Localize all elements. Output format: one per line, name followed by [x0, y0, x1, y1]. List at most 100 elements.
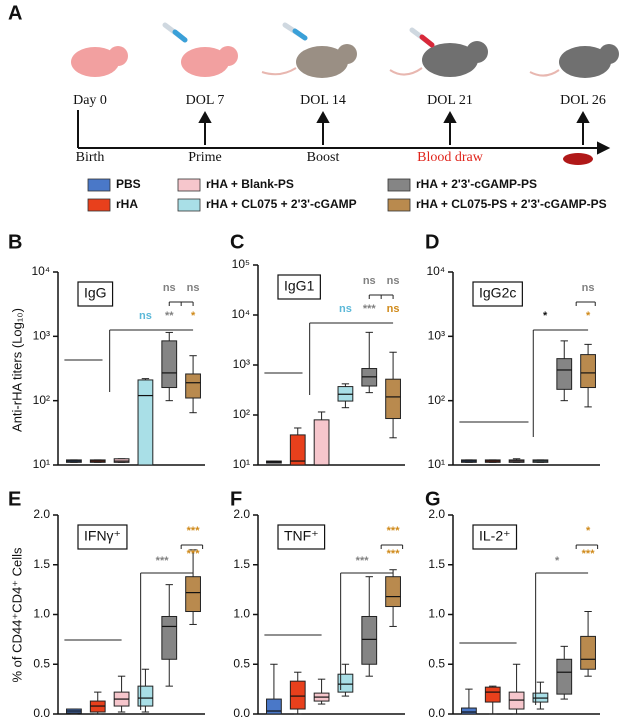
box [266, 698, 282, 715]
y-tick-label: 1.5 [428, 557, 445, 571]
panel-title: IgG1 [284, 278, 315, 294]
significance: ns [187, 282, 200, 294]
timeline-day: DOL 7 [186, 93, 225, 108]
y-tick-label: 0.5 [428, 656, 445, 670]
y-tick-label: 10² [428, 393, 445, 407]
box [137, 685, 154, 707]
y-tick-label: 0.5 [33, 656, 50, 670]
panel-label: E [8, 488, 21, 510]
box [161, 615, 178, 660]
box [185, 373, 201, 399]
timeline-axis [77, 110, 611, 155]
y-tick-label: 10⁴ [31, 264, 50, 278]
box [484, 686, 501, 703]
significance: ns [163, 282, 176, 294]
legend-label: rHA + CL075 + 2'3'-cGAMP [206, 197, 357, 211]
significance: *** [187, 525, 201, 537]
panel-title: TNF⁺ [284, 528, 319, 544]
timeline-event: Boost [307, 150, 340, 165]
y-tick-label: 2.0 [428, 507, 445, 521]
y-tick-label: 10⁴ [426, 264, 445, 278]
panel-label: C [230, 231, 244, 253]
title-box [77, 281, 114, 307]
box [185, 576, 201, 613]
panel-title: IgG [84, 285, 107, 301]
significance: * [543, 310, 548, 322]
y-tick-label: 0.0 [233, 706, 250, 720]
mouse-icons [71, 41, 619, 78]
legend-swatch [387, 178, 411, 192]
title-box [472, 524, 518, 550]
significance: ns [387, 275, 400, 287]
box [361, 615, 378, 665]
title-box [277, 524, 326, 550]
significance: ** [165, 310, 174, 322]
y-tick-label: 10³ [428, 329, 445, 343]
panel-title: IFNγ⁺ [84, 528, 121, 544]
significance: * [586, 525, 591, 537]
box [580, 354, 596, 389]
timeline-day: DOL 21 [427, 93, 473, 108]
y-tick-label: 0.0 [428, 706, 445, 720]
legend-label: rHA [116, 197, 138, 211]
panel-title: IL-2⁺ [479, 528, 511, 544]
significance: *** [187, 548, 201, 560]
y-axis-label: Anti-rHA titers (Log₁₀) [9, 308, 24, 432]
significance: *** [156, 555, 170, 567]
y-tick-label: 2.0 [33, 507, 50, 521]
timeline-day: DOL 26 [560, 93, 606, 108]
significance: ns [139, 310, 152, 322]
y-tick-label: 1.0 [428, 607, 445, 621]
box [385, 576, 401, 608]
y-tick-label: 0.5 [233, 656, 250, 670]
y-tick-label: 10¹ [233, 457, 250, 471]
box [556, 358, 573, 390]
y-tick-label: 1.5 [33, 557, 50, 571]
legend-swatch [177, 198, 201, 212]
timeline-day: DOL 14 [300, 93, 346, 108]
y-tick-label: 10³ [33, 329, 50, 343]
significance: * [555, 555, 560, 567]
significance: *** [387, 525, 401, 537]
panel-title: IgG2c [479, 285, 516, 301]
legend-swatch [177, 178, 201, 192]
legend-label: rHA + CL075-PS + 2'3'-cGAMP-PS [416, 197, 607, 211]
y-tick-label: 1.0 [233, 607, 250, 621]
panel-label: A [8, 2, 22, 24]
y-tick-label: 10² [233, 407, 250, 421]
y-tick-label: 2.0 [233, 507, 250, 521]
y-tick-label: 10¹ [33, 457, 50, 471]
significance: ns [363, 275, 376, 287]
significance: ns [339, 303, 352, 315]
legend-label: rHA + 2'3'-cGAMP-PS [416, 177, 537, 191]
box [313, 419, 330, 466]
y-tick-label: 1.5 [233, 557, 250, 571]
box [289, 434, 306, 466]
significance: *** [582, 548, 596, 560]
panel-label: F [230, 488, 242, 510]
y-tick-label: 1.0 [33, 607, 50, 621]
significance: *** [356, 555, 370, 567]
timeline-event: Blood draw [417, 150, 484, 165]
panel-label: G [425, 488, 441, 510]
title-box [277, 274, 321, 300]
box [385, 378, 401, 420]
y-axis-label: % of CD44⁺CD4⁺ Cells [9, 547, 24, 683]
y-tick-label: 10³ [233, 357, 250, 371]
title-box [472, 281, 523, 307]
legend-swatch [387, 198, 411, 212]
panel-label: D [425, 231, 439, 253]
y-tick-label: 10⁴ [231, 307, 250, 321]
significance: ns [582, 282, 595, 294]
significance: ns [387, 303, 400, 315]
box [556, 658, 573, 695]
legend-label: PBS [116, 177, 141, 191]
timeline-day: Day 0 [73, 93, 107, 108]
box [461, 707, 477, 715]
timeline-event: Prime [188, 150, 221, 165]
y-tick-label: 0.0 [33, 706, 50, 720]
significance: *** [387, 548, 401, 560]
box [137, 379, 154, 466]
title-box [77, 524, 128, 550]
